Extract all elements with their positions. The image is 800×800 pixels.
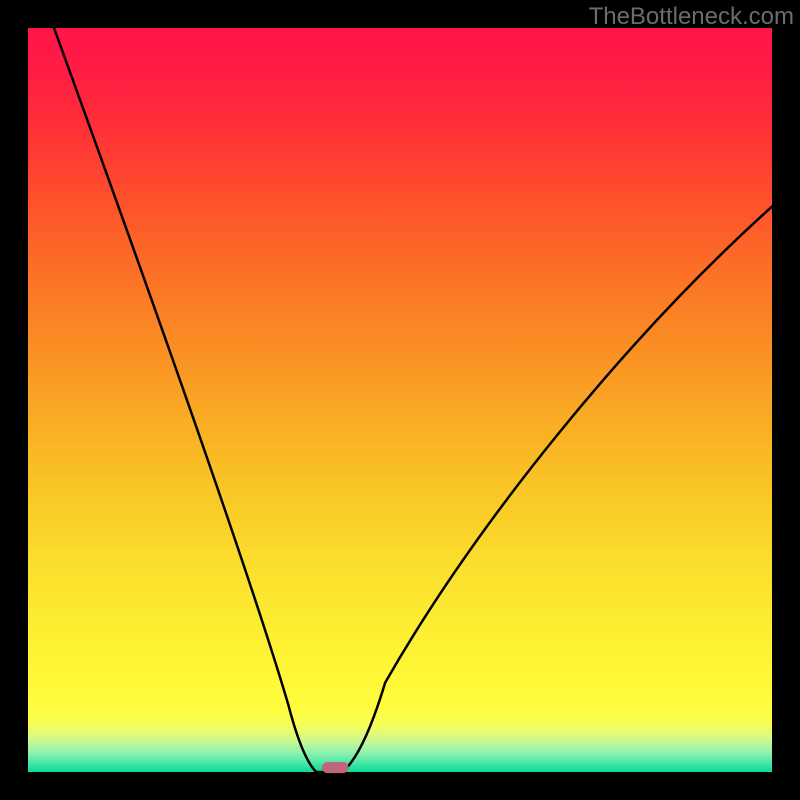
plot-background bbox=[28, 28, 772, 772]
minimum-marker bbox=[322, 762, 349, 773]
watermark-text: TheBottleneck.com bbox=[589, 3, 794, 30]
bottleneck-chart: TheBottleneck.com bbox=[0, 0, 800, 800]
